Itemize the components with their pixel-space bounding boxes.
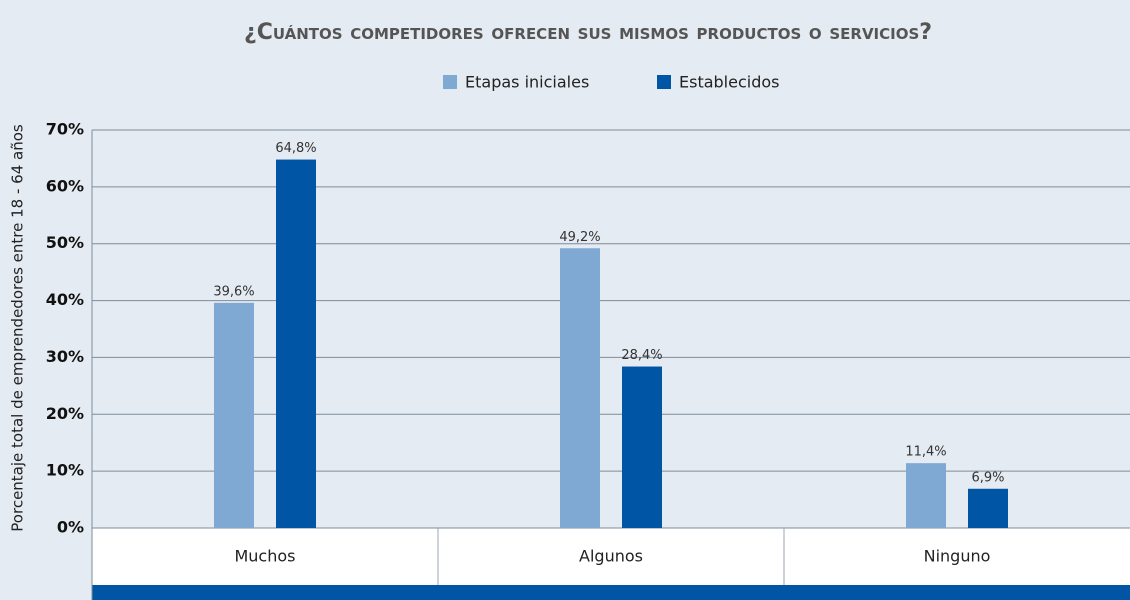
y-tick-label: 50% — [46, 233, 84, 252]
x-tick-label: Ninguno — [924, 547, 991, 566]
y-tick-label: 30% — [46, 347, 84, 366]
bar — [560, 248, 600, 528]
value-label: 64,8% — [275, 141, 316, 156]
legend-swatch — [657, 75, 671, 89]
y-tick-label: 60% — [46, 176, 84, 195]
y-tick-label: 20% — [46, 404, 84, 423]
value-label: 6,9% — [971, 470, 1004, 485]
value-label: 39,6% — [213, 284, 254, 299]
bar — [906, 463, 946, 528]
value-label: 11,4% — [905, 445, 946, 460]
value-label: 28,4% — [621, 348, 662, 363]
chart-title: ¿Cuántos competidores ofrecen sus mismos… — [244, 20, 932, 45]
category-band — [92, 528, 1130, 585]
bar — [276, 159, 316, 528]
legend-swatch — [443, 75, 457, 89]
bar — [622, 366, 662, 528]
value-label: 49,2% — [559, 230, 600, 245]
bar — [968, 488, 1008, 528]
legend-label: Establecidos — [679, 73, 780, 92]
y-tick-label: 10% — [46, 461, 84, 480]
y-tick-label: 70% — [46, 120, 84, 139]
bar — [214, 302, 254, 528]
footer-band — [92, 585, 1130, 600]
x-tick-label: Algunos — [579, 547, 643, 566]
y-tick-label: 40% — [46, 290, 84, 309]
x-tick-label: Muchos — [234, 547, 295, 566]
y-axis-label: Porcentaje total de emprendedores entre … — [9, 124, 27, 532]
y-tick-label: 0% — [57, 518, 84, 537]
legend-label: Etapas iniciales — [465, 73, 589, 92]
